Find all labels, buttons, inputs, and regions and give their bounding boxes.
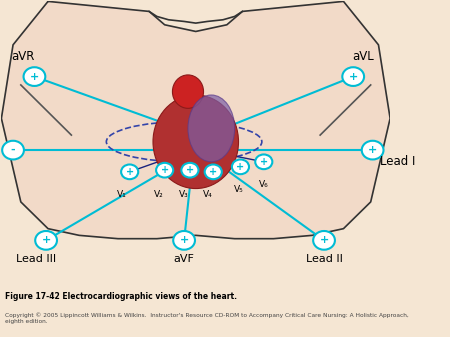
Circle shape xyxy=(362,141,383,159)
Circle shape xyxy=(342,67,364,86)
Text: V₁: V₁ xyxy=(117,190,127,199)
Text: aVF: aVF xyxy=(174,254,194,264)
Ellipse shape xyxy=(188,95,234,162)
Circle shape xyxy=(313,231,335,250)
Text: +: + xyxy=(161,165,169,175)
Text: +: + xyxy=(236,162,244,172)
Circle shape xyxy=(255,154,272,169)
Text: aVL: aVL xyxy=(352,50,374,63)
Circle shape xyxy=(173,231,195,250)
Text: +: + xyxy=(186,165,194,175)
Text: +: + xyxy=(41,235,51,245)
Text: -: - xyxy=(11,145,15,155)
Text: V₄: V₄ xyxy=(202,190,212,199)
Text: +: + xyxy=(180,235,189,245)
Ellipse shape xyxy=(172,75,203,108)
Text: +: + xyxy=(368,145,377,155)
Text: V₃: V₃ xyxy=(179,190,189,199)
Text: Copyright © 2005 Lippincott Williams & Wilkins.  Instructor's Resource CD-ROM to: Copyright © 2005 Lippincott Williams & W… xyxy=(5,312,409,324)
Circle shape xyxy=(156,163,173,178)
Circle shape xyxy=(181,163,198,178)
Circle shape xyxy=(121,164,138,179)
Text: Lead II: Lead II xyxy=(306,254,342,264)
Text: Lead I: Lead I xyxy=(380,155,416,168)
Circle shape xyxy=(23,67,45,86)
Text: Figure 17-42 Electrocardiographic views of the heart.: Figure 17-42 Electrocardiographic views … xyxy=(5,292,237,301)
Circle shape xyxy=(2,141,24,159)
Ellipse shape xyxy=(153,95,238,189)
Circle shape xyxy=(232,159,249,174)
Text: V₆: V₆ xyxy=(259,180,269,189)
Text: +: + xyxy=(30,71,39,82)
Text: +: + xyxy=(126,167,134,177)
Text: V₂: V₂ xyxy=(154,190,164,199)
Circle shape xyxy=(205,164,222,179)
Text: aVR: aVR xyxy=(11,50,35,63)
Polygon shape xyxy=(1,1,390,239)
Circle shape xyxy=(35,231,57,250)
Text: +: + xyxy=(320,235,328,245)
Text: +: + xyxy=(349,71,358,82)
Text: +: + xyxy=(209,167,217,177)
Text: V₅: V₅ xyxy=(234,185,243,194)
Text: Lead III: Lead III xyxy=(16,254,56,264)
Text: +: + xyxy=(260,157,268,167)
